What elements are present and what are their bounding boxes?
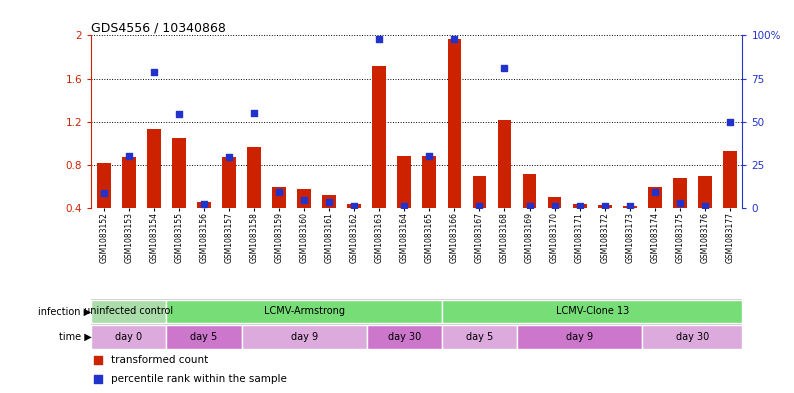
Bar (598, 205, 611, 208)
Bar (698, 176, 711, 208)
Bar (472, 176, 487, 208)
Bar (642, 325, 742, 349)
Bar (91, 300, 167, 323)
Point (373, 35, 386, 42)
Point (699, 203, 711, 209)
Point (649, 189, 661, 195)
Bar (91, 325, 167, 349)
Point (573, 203, 586, 209)
Bar (197, 202, 211, 208)
Point (198, 201, 210, 207)
Point (470, 98, 483, 105)
Point (448, 35, 461, 42)
Bar (622, 206, 637, 208)
Point (723, 119, 736, 125)
Text: GDS4556 / 10340868: GDS4556 / 10340868 (91, 21, 226, 34)
Point (470, 277, 483, 283)
Text: time ▶: time ▶ (59, 332, 91, 342)
Point (248, 110, 260, 116)
Bar (442, 300, 742, 323)
Text: day 9: day 9 (566, 332, 593, 342)
Point (348, 203, 360, 209)
Bar (147, 129, 161, 208)
Text: day 30: day 30 (676, 332, 709, 342)
Bar (723, 151, 737, 208)
Bar (498, 119, 511, 208)
Bar (522, 174, 537, 208)
Text: day 0: day 0 (115, 332, 142, 342)
Bar (172, 138, 186, 208)
Bar (222, 158, 236, 208)
Point (548, 203, 561, 209)
Bar (97, 163, 110, 208)
Point (398, 203, 410, 209)
Bar (347, 204, 361, 208)
Bar (247, 147, 261, 208)
Text: day 5: day 5 (191, 332, 218, 342)
Bar (367, 325, 442, 349)
Bar (297, 189, 311, 208)
Text: uninfected control: uninfected control (84, 307, 173, 316)
Point (323, 199, 336, 205)
Bar (398, 156, 411, 208)
Text: day 5: day 5 (466, 332, 493, 342)
Text: transformed count: transformed count (111, 354, 208, 365)
Bar (448, 39, 461, 208)
Text: percentile rank within the sample: percentile rank within the sample (111, 374, 287, 384)
Point (273, 189, 286, 195)
Text: day 30: day 30 (387, 332, 421, 342)
Text: day 9: day 9 (291, 332, 318, 342)
Text: infection ▶: infection ▶ (38, 307, 91, 316)
Point (623, 203, 636, 209)
Bar (167, 300, 442, 323)
Bar (442, 325, 517, 349)
Point (122, 153, 135, 160)
Point (98, 190, 110, 196)
Bar (422, 156, 436, 208)
Point (599, 203, 611, 209)
Bar (572, 204, 587, 208)
Point (222, 154, 235, 161)
Bar (372, 66, 386, 208)
Point (523, 203, 536, 209)
Bar (517, 325, 642, 349)
Text: LCMV-Armstrong: LCMV-Armstrong (264, 307, 345, 316)
Point (498, 64, 511, 71)
Bar (673, 178, 687, 208)
Point (673, 200, 686, 206)
Point (172, 111, 185, 118)
Point (298, 196, 310, 203)
Bar (167, 325, 241, 349)
Bar (122, 158, 136, 208)
Bar (272, 187, 286, 208)
Bar (241, 325, 367, 349)
Bar (648, 187, 661, 208)
Point (148, 69, 160, 75)
Point (473, 203, 486, 209)
Text: LCMV-Clone 13: LCMV-Clone 13 (556, 307, 629, 316)
Bar (322, 195, 336, 208)
Bar (548, 197, 561, 208)
Point (423, 153, 436, 160)
